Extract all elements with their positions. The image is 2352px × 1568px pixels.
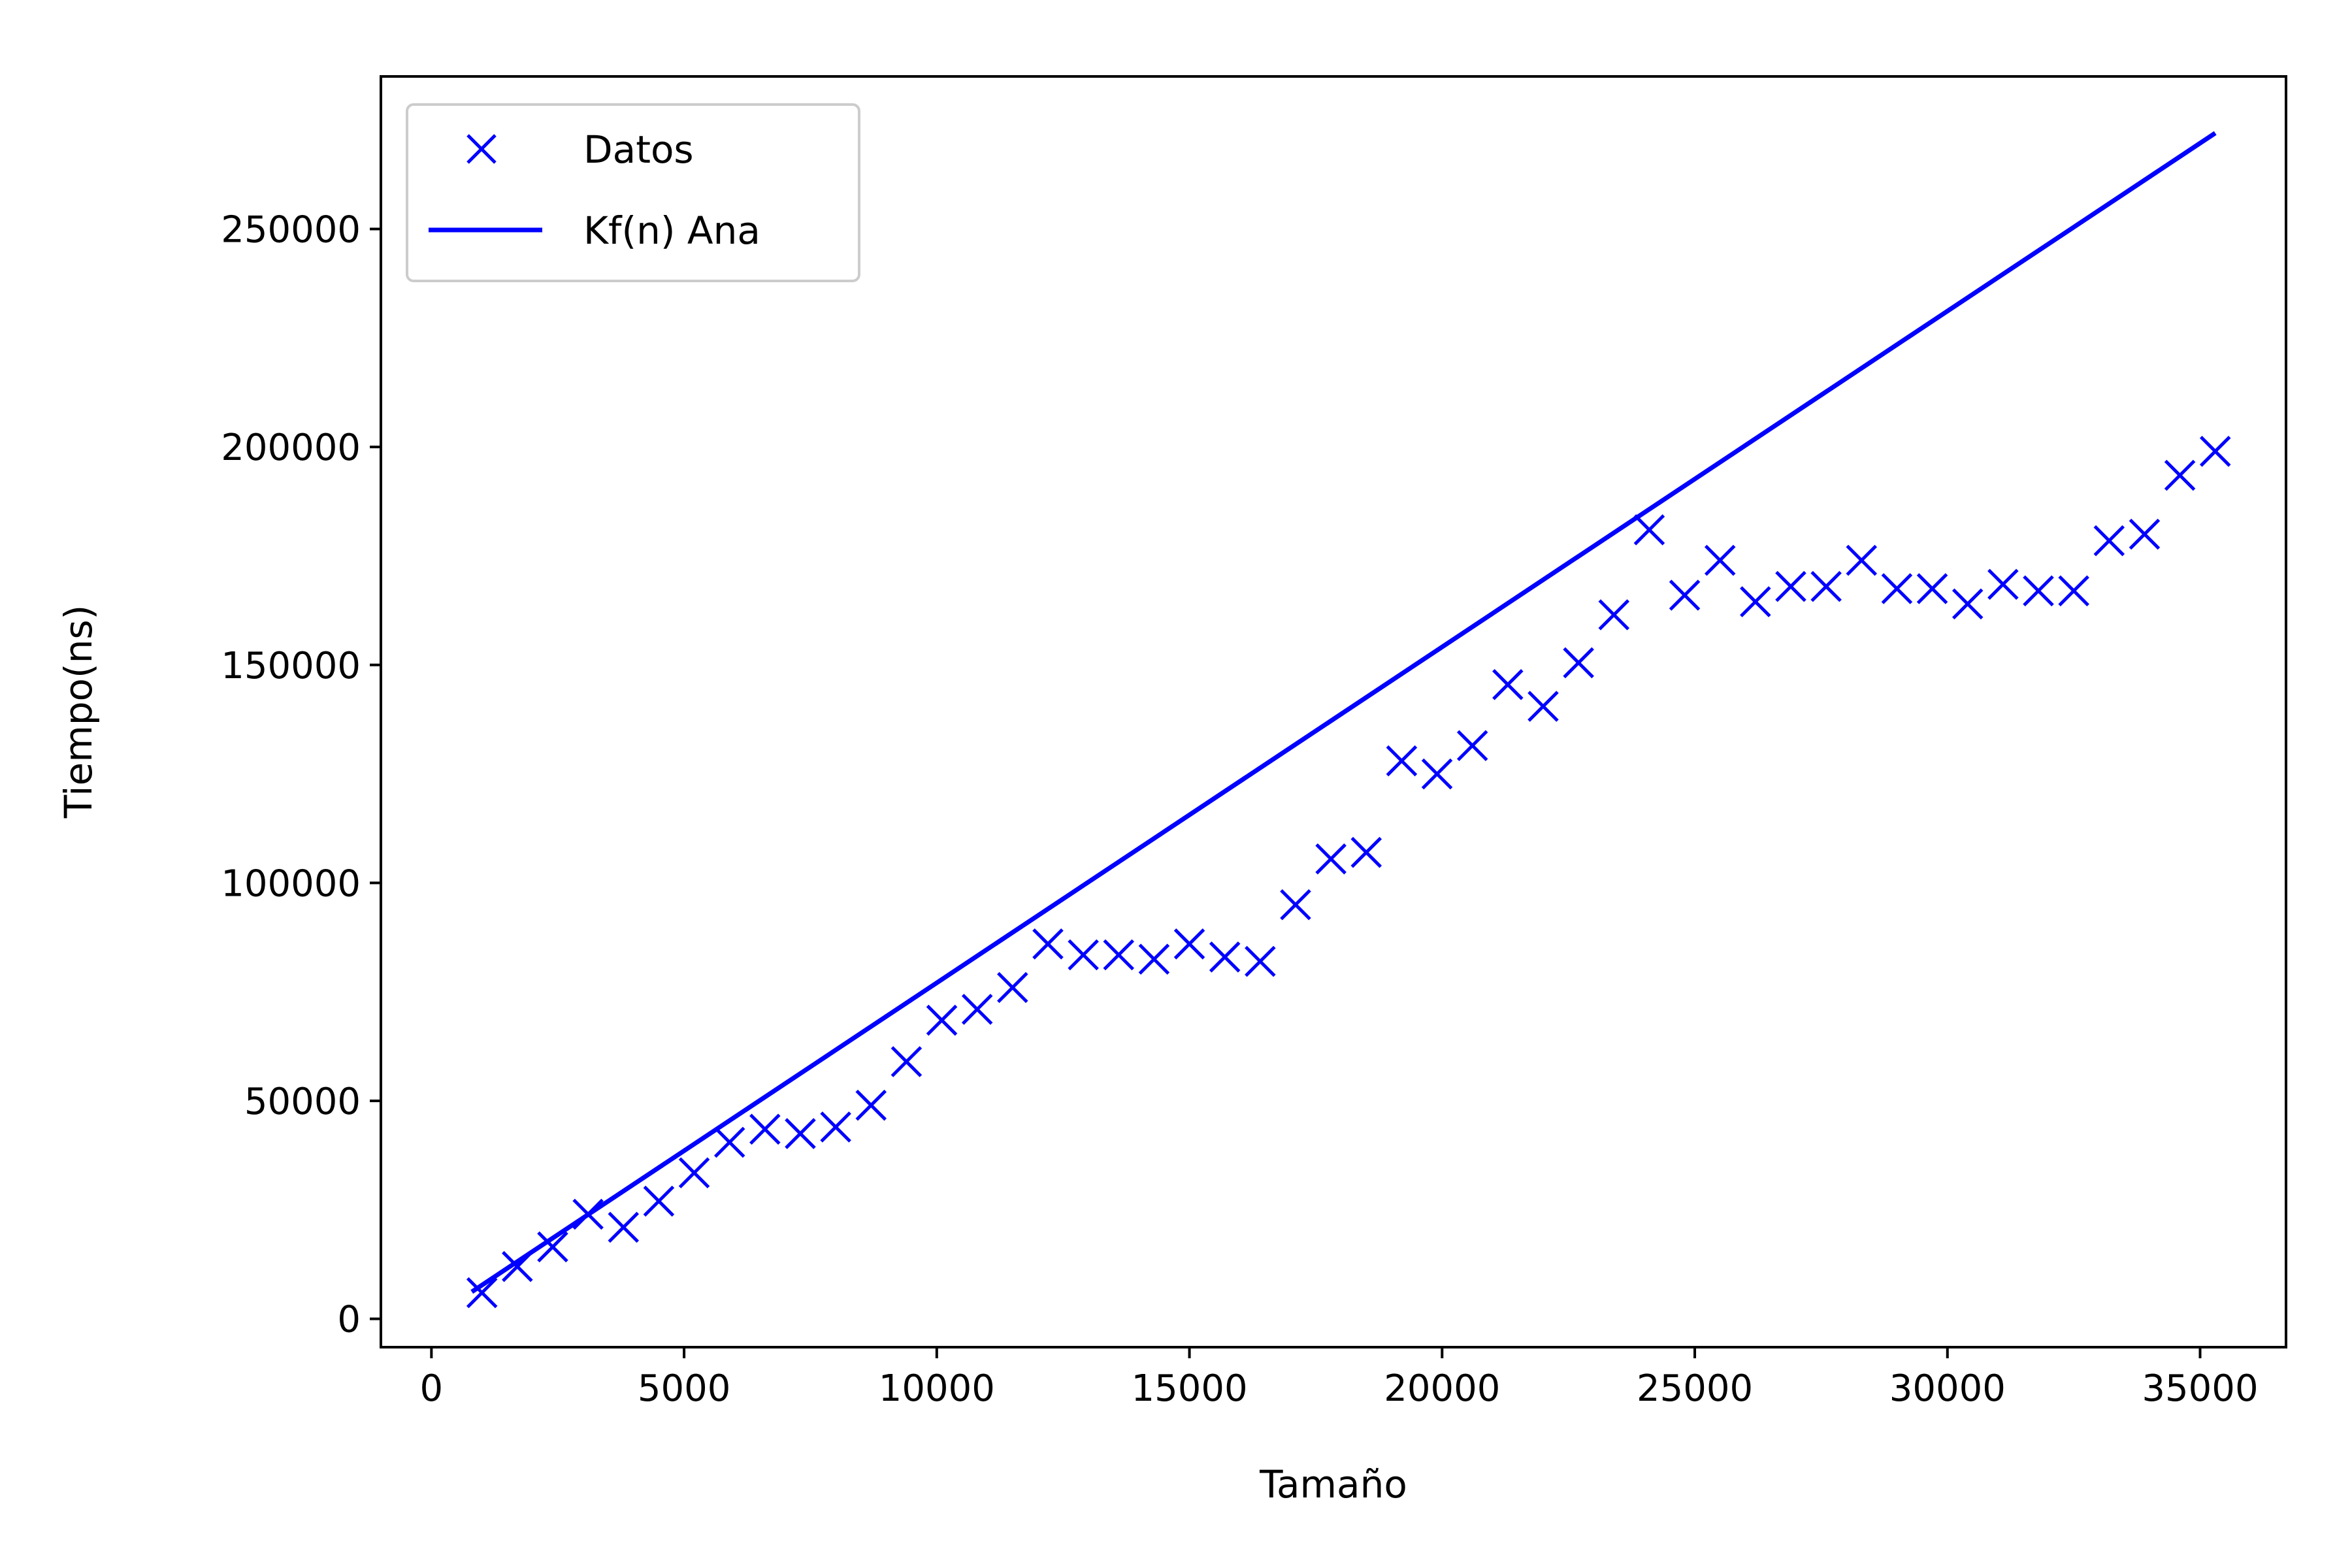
data-point bbox=[1775, 570, 1806, 602]
data-point bbox=[820, 1111, 851, 1143]
data-point bbox=[466, 1277, 498, 1309]
data-point bbox=[1032, 928, 1064, 960]
series-line-kf-ana bbox=[470, 131, 2217, 1294]
x-tick-label: 15000 bbox=[1131, 1367, 1247, 1410]
y-axis-ticks: 0 50000 100000 150000 200000 250000 bbox=[221, 209, 381, 1341]
data-point bbox=[1740, 586, 1771, 617]
y-tick-label: 150000 bbox=[221, 645, 361, 687]
data-point bbox=[2129, 518, 2161, 550]
data-point bbox=[2093, 525, 2125, 557]
series-markers-datos bbox=[466, 436, 2231, 1309]
data-point bbox=[678, 1157, 710, 1188]
data-point bbox=[785, 1118, 816, 1149]
data-point bbox=[855, 1089, 887, 1121]
x-tick-label: 0 bbox=[420, 1367, 444, 1410]
y-tick-label: 250000 bbox=[221, 209, 361, 252]
data-point bbox=[1916, 573, 1948, 604]
x-tick-label: 20000 bbox=[1384, 1367, 1500, 1410]
x-axis-label: Tamaño bbox=[1259, 1462, 1407, 1507]
x-tick-label: 25000 bbox=[1637, 1367, 1753, 1410]
data-point bbox=[1952, 588, 1984, 620]
data-point bbox=[1846, 544, 1878, 576]
data-point bbox=[1173, 928, 1205, 960]
data-point bbox=[1068, 939, 1099, 971]
y-tick-label: 100000 bbox=[221, 862, 361, 905]
x-tick-label: 30000 bbox=[1889, 1367, 2006, 1410]
data-point bbox=[1456, 730, 1488, 761]
data-point bbox=[1280, 889, 1311, 921]
data-point bbox=[1350, 836, 1382, 868]
y-tick-label: 200000 bbox=[221, 427, 361, 469]
legend-label-datos: Datos bbox=[583, 127, 694, 172]
data-point bbox=[1810, 570, 1842, 602]
y-axis-label: Tiempo(ns) bbox=[56, 605, 101, 819]
data-point bbox=[643, 1185, 675, 1217]
data-point bbox=[1633, 514, 1665, 546]
data-point bbox=[1245, 945, 1276, 977]
data-point bbox=[502, 1250, 533, 1282]
data-point bbox=[1209, 941, 1241, 973]
data-point bbox=[1669, 580, 1701, 611]
data-point bbox=[2023, 575, 2054, 607]
x-axis-ticks: 0 5000 10000 15000 20000 25000 30000 35000 bbox=[420, 1347, 2259, 1410]
data-point bbox=[1315, 843, 1347, 875]
data-point bbox=[713, 1126, 745, 1158]
data-point bbox=[2058, 575, 2089, 607]
data-point bbox=[1103, 939, 1135, 971]
data-point bbox=[1704, 544, 1736, 576]
data-point bbox=[1492, 669, 1524, 700]
data-point bbox=[997, 972, 1028, 1004]
data-point bbox=[2199, 436, 2231, 467]
legend-label-kf-ana: Kf(n) Ana bbox=[583, 208, 760, 253]
legend: Datos Kf(n) Ana bbox=[406, 103, 860, 282]
y-tick-label: 50000 bbox=[244, 1081, 361, 1123]
data-point bbox=[1987, 568, 2019, 600]
data-point bbox=[961, 994, 993, 1025]
data-point bbox=[1386, 745, 1418, 777]
data-point bbox=[1421, 758, 1453, 790]
data-point bbox=[749, 1113, 781, 1145]
data-point bbox=[1138, 943, 1170, 975]
y-tick-label: 0 bbox=[337, 1299, 361, 1341]
data-point bbox=[2164, 459, 2196, 491]
data-point bbox=[608, 1211, 640, 1243]
legend-marker-datos bbox=[466, 134, 497, 164]
data-point bbox=[1598, 599, 1630, 630]
data-point bbox=[1563, 647, 1594, 679]
x-tick-label: 10000 bbox=[879, 1367, 995, 1410]
data-point bbox=[572, 1198, 604, 1230]
legend-box bbox=[406, 103, 860, 282]
data-point bbox=[890, 1046, 923, 1077]
data-point bbox=[926, 1004, 958, 1036]
data-point bbox=[537, 1231, 568, 1263]
data-point bbox=[1881, 573, 1913, 604]
x-tick-label: 5000 bbox=[638, 1367, 731, 1410]
data-point bbox=[1527, 691, 1559, 722]
plot-frame bbox=[380, 75, 2287, 1348]
x-tick-label: 35000 bbox=[2142, 1367, 2258, 1410]
